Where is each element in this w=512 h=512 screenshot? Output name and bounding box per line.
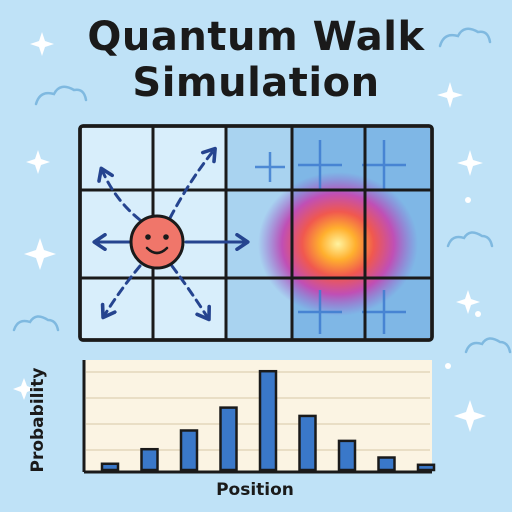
sparkle-icon <box>454 400 486 432</box>
cloud-icon <box>34 85 88 106</box>
title-line-2: Simulation <box>132 60 380 106</box>
chart-bar <box>100 462 120 472</box>
cloud-icon <box>464 337 512 354</box>
x-axis-label-text: Position <box>216 480 294 500</box>
arrow-down-right <box>170 264 211 322</box>
particle <box>129 214 185 270</box>
arrow-up-left <box>97 166 142 222</box>
cloud-icon <box>446 231 494 248</box>
arrow-down-left <box>100 264 142 320</box>
sparkle-icon <box>445 363 451 369</box>
chart-bar <box>140 447 159 472</box>
chart-bar <box>219 406 238 472</box>
probability-wave <box>258 172 418 316</box>
sparkle-icon <box>437 82 463 108</box>
chart-bar <box>416 463 436 472</box>
cloud-icon <box>12 315 60 332</box>
sparkle-icon <box>456 290 480 314</box>
chart-bar <box>298 414 317 472</box>
sparkle-icon <box>457 150 483 176</box>
y-axis-label: Probability <box>28 367 48 473</box>
sparkle-icon <box>475 311 481 317</box>
arrow-up-right <box>168 146 217 220</box>
chart-bar <box>377 456 396 472</box>
title-line-1: Quantum Walk <box>87 14 425 60</box>
probability-chart <box>82 360 436 474</box>
sparkle-icon <box>30 32 54 56</box>
walk-arrows <box>92 146 250 322</box>
lattice-grid <box>78 124 434 342</box>
cloud-icon <box>438 27 492 48</box>
page-title: Quantum Walk Simulation <box>0 14 512 106</box>
chart-bar <box>258 369 278 472</box>
sparkle-icon <box>13 378 35 400</box>
sparkle-icon <box>24 238 56 270</box>
chart-bar <box>179 429 199 472</box>
sparkle-icon <box>465 197 471 203</box>
faint-grid-marks <box>255 140 406 334</box>
chart-bar <box>337 439 357 472</box>
x-axis-label: Position <box>0 480 512 500</box>
sparkle-icon <box>26 150 50 174</box>
